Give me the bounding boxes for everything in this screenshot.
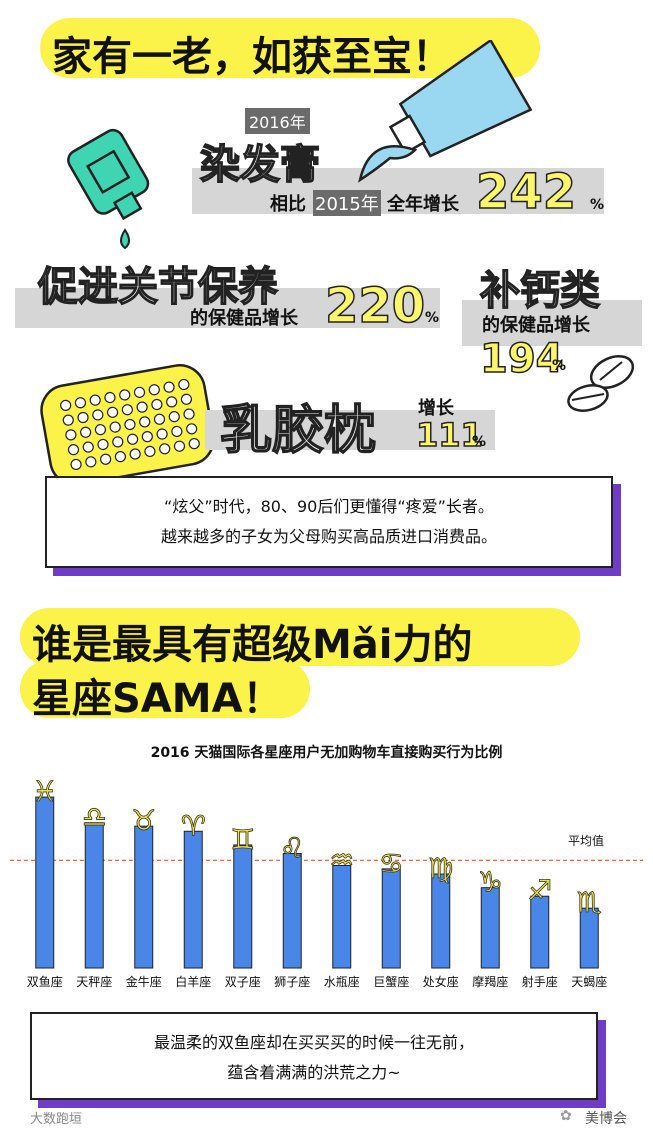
hair-dye-compare-prefix: 相比 [270, 194, 306, 215]
hair-dye-name: 染发膏 [199, 141, 321, 189]
bar-0 [35, 796, 55, 969]
chart-title: 2016 天猫国际各星座用户无加购物车直接购买行为比例 [150, 745, 503, 761]
category-label-4: 双子座 [225, 974, 261, 989]
section1-title: 家有一老，如获至宝！ [52, 34, 452, 80]
category-label-7: 巨蟹座 [373, 974, 409, 989]
pisces-note-line1: 最温柔的双鱼座却在买买买的时候一往无前， [153, 1033, 474, 1052]
zodiac-symbol-1: ♎ [82, 801, 107, 834]
calcium-value: 194 [479, 335, 564, 383]
zodiac-symbol-10: ♐ [527, 874, 552, 907]
latex-pillow-icon [40, 364, 215, 486]
medicine-bottle-icon [67, 128, 150, 250]
category-label-8: 处女座 [423, 974, 459, 989]
zodiac-symbol-11: ♏ [577, 886, 602, 919]
category-label-11: 天蝎座 [571, 974, 607, 989]
hair-dye-compare-year: 2015年 [313, 190, 381, 216]
elder-care-note: “炫父”时代，80、90后们更懂得“疼爱”长者。 越来越多的子女为父母购买高品质… [45, 476, 613, 568]
elder-care-note-line2: 越来越多的子女为父母购买高品质进口消费品。 [160, 527, 497, 546]
wechat-icon: ✿ [560, 1108, 572, 1124]
title-highlight-2b [20, 660, 310, 718]
zodiac-symbol-9: ♑ [478, 866, 503, 899]
hair-dye-compare-suffix: 全年增长 [387, 194, 459, 215]
category-label-1: 天秤座 [76, 974, 112, 989]
calcium-name: 补钙类 [479, 267, 601, 315]
calcium-unit: % [552, 358, 567, 374]
category-label-6: 水瓶座 [324, 974, 360, 989]
calcium-desc: 的保健品增长 [482, 315, 590, 336]
dye-tube-icon [358, 40, 533, 183]
pills-icon [567, 355, 635, 412]
calcium-band [462, 300, 642, 346]
section2-title-line1: 谁是最具有超级Mǎi力的 [32, 622, 473, 668]
joint-unit: % [425, 310, 440, 326]
joint-desc: 的保健品增长 [190, 308, 298, 329]
hair-dye-band [192, 168, 604, 214]
watermark-right: 美博会 [585, 1111, 627, 1127]
zodiac-symbol-4: ♊ [230, 823, 255, 856]
category-label-0: 双鱼座 [27, 974, 63, 989]
pillow-name: 乳胶枕 [219, 400, 377, 462]
pillow-unit: % [472, 434, 487, 450]
category-label-2: 金牛座 [126, 974, 162, 989]
joint-name: 促进关节保养 [37, 263, 279, 311]
zodiac-symbol-3: ♈ [181, 809, 206, 842]
category-label-3: 白羊座 [175, 974, 211, 989]
category-label-9: 摩羯座 [472, 974, 508, 989]
bar-4 [233, 844, 253, 969]
zodiac-symbol-6: ♒ [329, 843, 354, 876]
bar-7 [381, 868, 401, 969]
title-highlight-2a [20, 608, 580, 666]
category-label-5: 狮子座 [274, 974, 310, 989]
year-tag: 2016年 [245, 108, 310, 134]
category-label-10: 射手座 [522, 974, 558, 989]
hair-dye-value: 242 [475, 163, 577, 221]
section2-title-line2: 星座SAMA！ [32, 676, 283, 722]
pisces-note-line2: 蕴含着满满的洪荒之力~ [227, 1063, 401, 1082]
zodiac-symbol-7: ♋ [379, 847, 404, 880]
bar-5 [282, 852, 302, 969]
elder-care-note-line1: “炫父”时代，80、90后们更懂得“疼爱”长者。 [164, 497, 494, 516]
bar-11 [579, 907, 599, 969]
bar-6 [332, 864, 352, 969]
joint-band [15, 288, 440, 328]
bar-1 [84, 822, 104, 969]
average-label: 平均值 [568, 834, 605, 848]
zodiac-symbol-0: ♓ [32, 775, 57, 808]
watermark-left: 大数跑垣 [30, 1112, 83, 1127]
bar-2 [134, 825, 154, 969]
pillow-desc: 增长 [418, 398, 454, 419]
pisces-note: 最温柔的双鱼座却在买买买的时候一往无前， 蕴含着满满的洪荒之力~ [30, 1012, 598, 1100]
bar-9 [480, 887, 500, 969]
hair-dye-unit: % [590, 197, 605, 213]
zodiac-symbol-2: ♉ [131, 804, 156, 837]
pillow-value: 111 [415, 415, 483, 455]
bar-10 [530, 895, 550, 969]
joint-value: 220 [324, 277, 426, 335]
pillow-band [205, 410, 495, 450]
bar-3 [183, 830, 203, 969]
bar-8 [431, 873, 451, 969]
zodiac-symbol-8: ♍ [428, 852, 453, 885]
zodiac-bar-chart: ♓ 双鱼座 ♎ 天秤座 ♉ 金牛座 ♈ 白羊座 ♊ 双子座 ♌ 狮子座 ♒ 水瓶座 ♋ 巨蟹座 ♍ 处女座 ♑ 摩羯座… [10, 775, 643, 989]
zodiac-symbol-5: ♌ [280, 831, 305, 864]
